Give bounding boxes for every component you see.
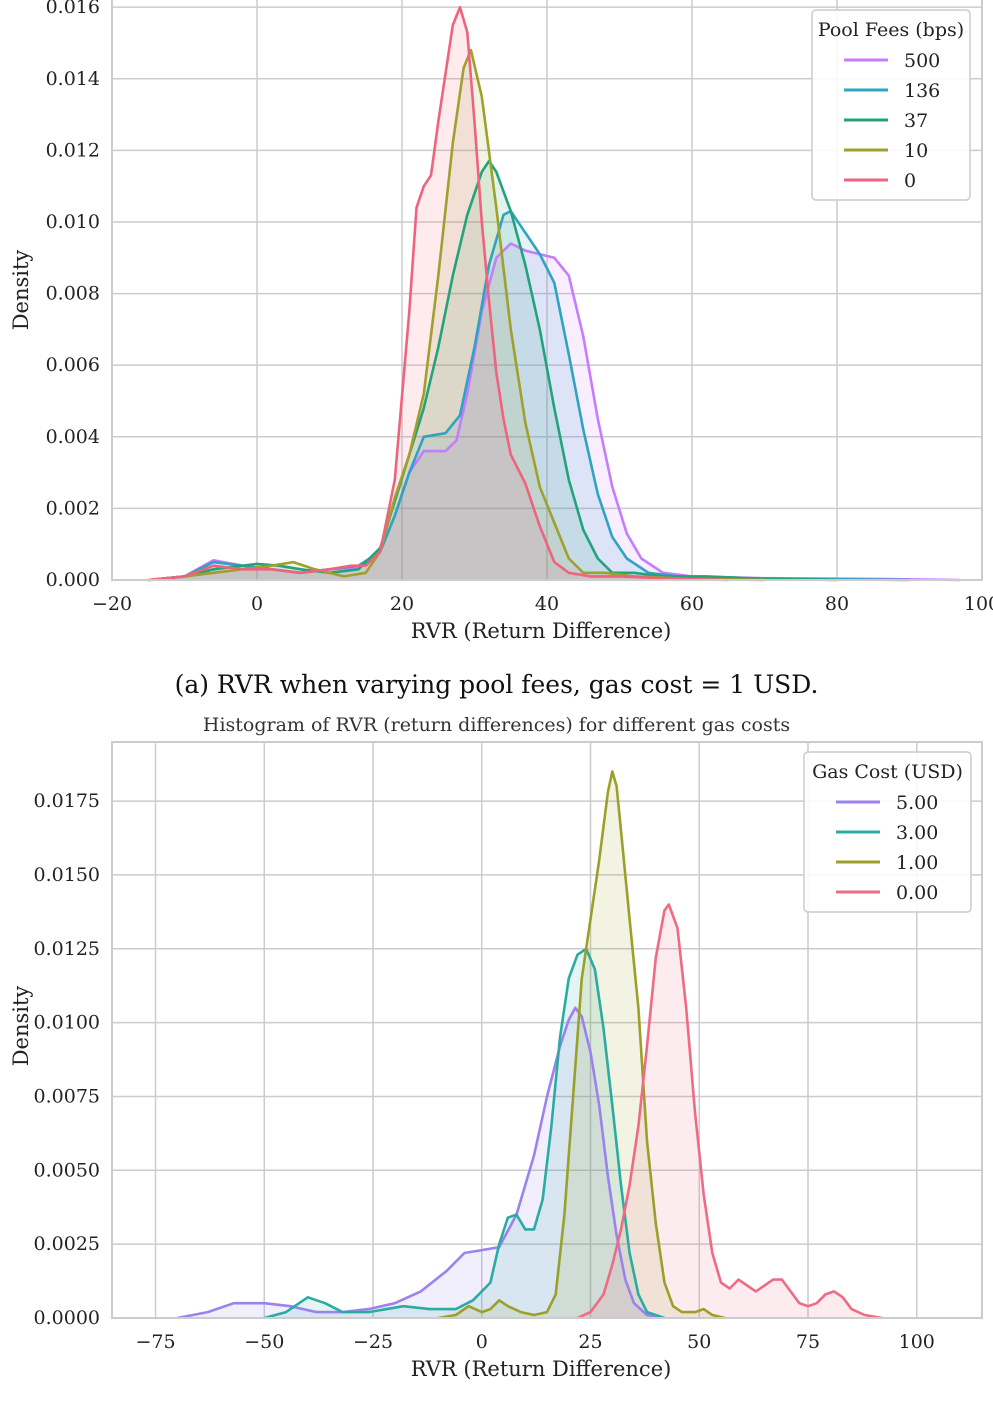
legend-label-0.00: 0.00 bbox=[896, 882, 938, 904]
series-fill-136 bbox=[148, 211, 910, 580]
legend-label-1.00: 1.00 bbox=[896, 852, 938, 874]
series-lines bbox=[148, 5, 961, 582]
grid bbox=[112, 742, 982, 1319]
series-line-1.00 bbox=[438, 770, 726, 1320]
legend-label-3.00: 3.00 bbox=[896, 822, 938, 844]
x-tick-label: 100 bbox=[899, 1331, 935, 1353]
x-tick-label: 25 bbox=[578, 1331, 602, 1353]
x-tick-label: 80 bbox=[825, 593, 849, 615]
series-lines bbox=[177, 770, 883, 1320]
y-tick-label: 0.014 bbox=[46, 68, 100, 90]
series-fill-5.00 bbox=[177, 1007, 665, 1318]
legend-title: Gas Cost (USD) bbox=[812, 761, 963, 783]
y-tick-label: 0.006 bbox=[46, 354, 100, 376]
legend-label-0: 0 bbox=[904, 170, 916, 192]
legend: Pool Fees (bps) 500 136 37 10 0 bbox=[811, 9, 971, 201]
chart-gas-costs: −75 −50 −25 0 25 50 75 100 0.0000 0.0025 0.0050 0.0… bbox=[9, 741, 983, 1381]
legend: Gas Cost (USD) 5.00 3.00 1.00 0.00 bbox=[803, 751, 972, 913]
chart-b-title: Histogram of RVR (return differences) fo… bbox=[202, 714, 791, 736]
x-tick-label: 50 bbox=[687, 1331, 711, 1353]
legend-title: Pool Fees (bps) bbox=[818, 19, 964, 41]
series-fills bbox=[177, 771, 882, 1318]
series-fill-37 bbox=[148, 161, 838, 580]
y-tick-label: 0.0125 bbox=[34, 938, 100, 960]
x-tick-label: 20 bbox=[390, 593, 414, 615]
tick-labels: −200204060801000.0000.0020.0040.0060.008… bbox=[46, 0, 993, 615]
plot-frame bbox=[111, 741, 983, 1319]
series-line-0.00 bbox=[576, 903, 883, 1320]
x-tick-label: −20 bbox=[92, 593, 132, 615]
x-tick-label: 0 bbox=[251, 593, 263, 615]
y-tick-label: 0.0025 bbox=[34, 1233, 100, 1255]
y-tick-label: 0.000 bbox=[46, 569, 100, 591]
y-tick-label: 0.0150 bbox=[34, 864, 100, 886]
legend-box bbox=[803, 751, 972, 913]
legend-label-37: 37 bbox=[904, 110, 928, 132]
plot-frame bbox=[111, 0, 983, 581]
series-line-37 bbox=[148, 159, 838, 582]
y-tick-label: 0.0100 bbox=[34, 1012, 100, 1034]
x-tick-label: −75 bbox=[135, 1331, 175, 1353]
legend-box bbox=[811, 9, 971, 201]
x-tick-label: 40 bbox=[535, 593, 559, 615]
y-tick-label: 0.004 bbox=[46, 426, 100, 448]
y-tick-label: 0.0000 bbox=[34, 1307, 100, 1329]
legend-label-136: 136 bbox=[904, 80, 940, 102]
chart-pool-fees: −200204060801000.0000.0020.0040.0060.008… bbox=[9, 0, 993, 643]
legend-label-10: 10 bbox=[904, 140, 928, 162]
y-tick-label: 0.008 bbox=[46, 283, 100, 305]
legend-label-5.00: 5.00 bbox=[896, 792, 938, 814]
y-tick-label: 0.0175 bbox=[34, 790, 100, 812]
series-line-3.00 bbox=[263, 947, 665, 1320]
y-tick-label: 0.016 bbox=[46, 0, 100, 18]
y-tick-label: 0.0075 bbox=[34, 1085, 100, 1107]
x-tick-label: 0 bbox=[476, 1331, 488, 1353]
x-tick-label: 100 bbox=[964, 593, 993, 615]
x-tick-label: 60 bbox=[680, 593, 704, 615]
series-line-10 bbox=[148, 48, 765, 582]
y-tick-label: 0.010 bbox=[46, 211, 100, 233]
caption-a: (a) RVR when varying pool fees, gas cost… bbox=[174, 670, 819, 699]
y-axis-label: Density bbox=[9, 986, 33, 1067]
x-axis-label: RVR (Return Difference) bbox=[411, 1357, 672, 1381]
y-tick-label: 0.012 bbox=[46, 139, 100, 161]
x-tick-label: 75 bbox=[796, 1331, 820, 1353]
legend-label-500: 500 bbox=[904, 50, 940, 72]
x-tick-label: −25 bbox=[353, 1331, 393, 1353]
x-axis-label: RVR (Return Difference) bbox=[411, 619, 672, 643]
series-fill-10 bbox=[148, 50, 765, 581]
series-fill-1.00 bbox=[438, 771, 726, 1318]
x-tick-label: −50 bbox=[244, 1331, 284, 1353]
y-axis-label: Density bbox=[9, 250, 33, 331]
series-fill-0 bbox=[148, 7, 729, 580]
y-tick-label: 0.002 bbox=[46, 497, 100, 519]
tick-labels: −75 −50 −25 0 25 50 75 100 0.0000 0.0025 0.0050 0.0… bbox=[34, 790, 935, 1353]
series-line-0 bbox=[148, 5, 729, 582]
y-tick-label: 0.0050 bbox=[34, 1159, 100, 1181]
